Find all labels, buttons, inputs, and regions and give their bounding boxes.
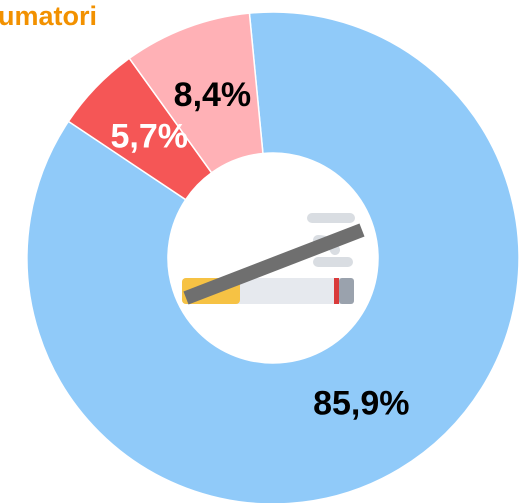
chart-title: umatori	[0, 1, 97, 31]
value-label: 85,9%	[313, 385, 409, 423]
value-label: 5,7%	[111, 118, 189, 156]
slice	[128, 12, 264, 174]
cigarette-icon	[182, 213, 365, 305]
value-label: 8,4%	[174, 76, 252, 114]
slices	[26, 11, 520, 503]
slice	[26, 11, 520, 503]
